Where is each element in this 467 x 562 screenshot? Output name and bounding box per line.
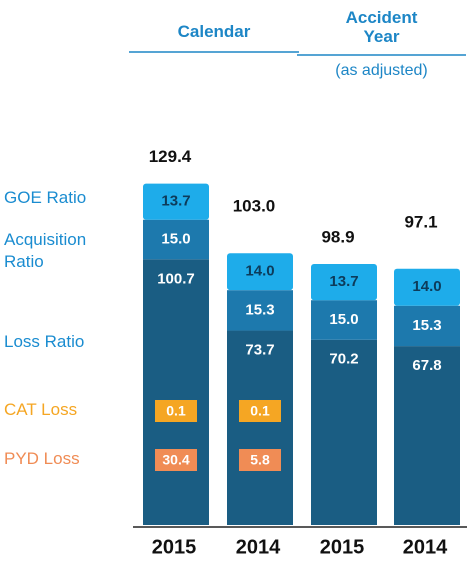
segment-label: 15.3 — [412, 317, 441, 334]
bar-segment — [311, 300, 377, 340]
legend-label: Loss Ratio — [4, 332, 85, 351]
bar-segment — [311, 339, 377, 525]
segment-label: 14.0 — [245, 263, 274, 280]
bar-segment — [143, 219, 209, 260]
legend-label: PYD Loss — [4, 449, 80, 468]
legend-label: GOE Ratio — [4, 188, 87, 207]
segment-label: 73.7 — [245, 342, 274, 359]
bar-segment — [227, 253, 293, 291]
callout-box — [155, 449, 197, 471]
total-label: 129.4 — [149, 147, 192, 166]
segment-label: 15.0 — [161, 230, 190, 247]
bar-segment — [227, 290, 293, 331]
x-tick-label: 2015 — [320, 536, 365, 558]
segment-label: 15.0 — [329, 311, 358, 328]
total-label: 97.1 — [404, 212, 437, 231]
segment-label: 14.0 — [412, 278, 441, 295]
bar-segment — [311, 264, 377, 301]
bar-segment — [227, 330, 293, 525]
total-label: 98.9 — [321, 228, 354, 247]
callout-label: 5.8 — [250, 452, 270, 468]
segment-label: 100.7 — [157, 270, 195, 287]
bar-segment — [143, 259, 209, 525]
segment-label: 15.3 — [245, 301, 274, 318]
bar-segment — [143, 183, 209, 220]
callout-label: 30.4 — [162, 452, 189, 468]
x-tick-label: 2014 — [236, 536, 281, 558]
callout-label: 0.1 — [166, 403, 186, 419]
segment-label: 67.8 — [412, 357, 441, 374]
callout-label: 0.1 — [250, 403, 270, 419]
bar-segment — [394, 268, 460, 306]
callout-box — [155, 400, 197, 422]
segment-label: 13.7 — [329, 273, 358, 290]
bar-segment — [394, 305, 460, 347]
group-header: Accident Year — [345, 8, 418, 46]
legend-label: CAT Loss — [4, 400, 78, 419]
group-note: (as adjusted) — [335, 62, 428, 79]
bar-segment — [394, 346, 460, 525]
x-tick-label: 2015 — [152, 536, 197, 558]
segment-label: 13.7 — [161, 193, 190, 210]
group-header: Calendar — [177, 22, 251, 41]
x-tick-label: 2014 — [403, 536, 448, 558]
total-label: 103.0 — [233, 197, 276, 216]
callout-box — [239, 400, 281, 422]
legend-label: Acquisition Ratio — [4, 230, 87, 271]
callout-box — [239, 449, 281, 471]
segment-label: 70.2 — [329, 351, 358, 368]
